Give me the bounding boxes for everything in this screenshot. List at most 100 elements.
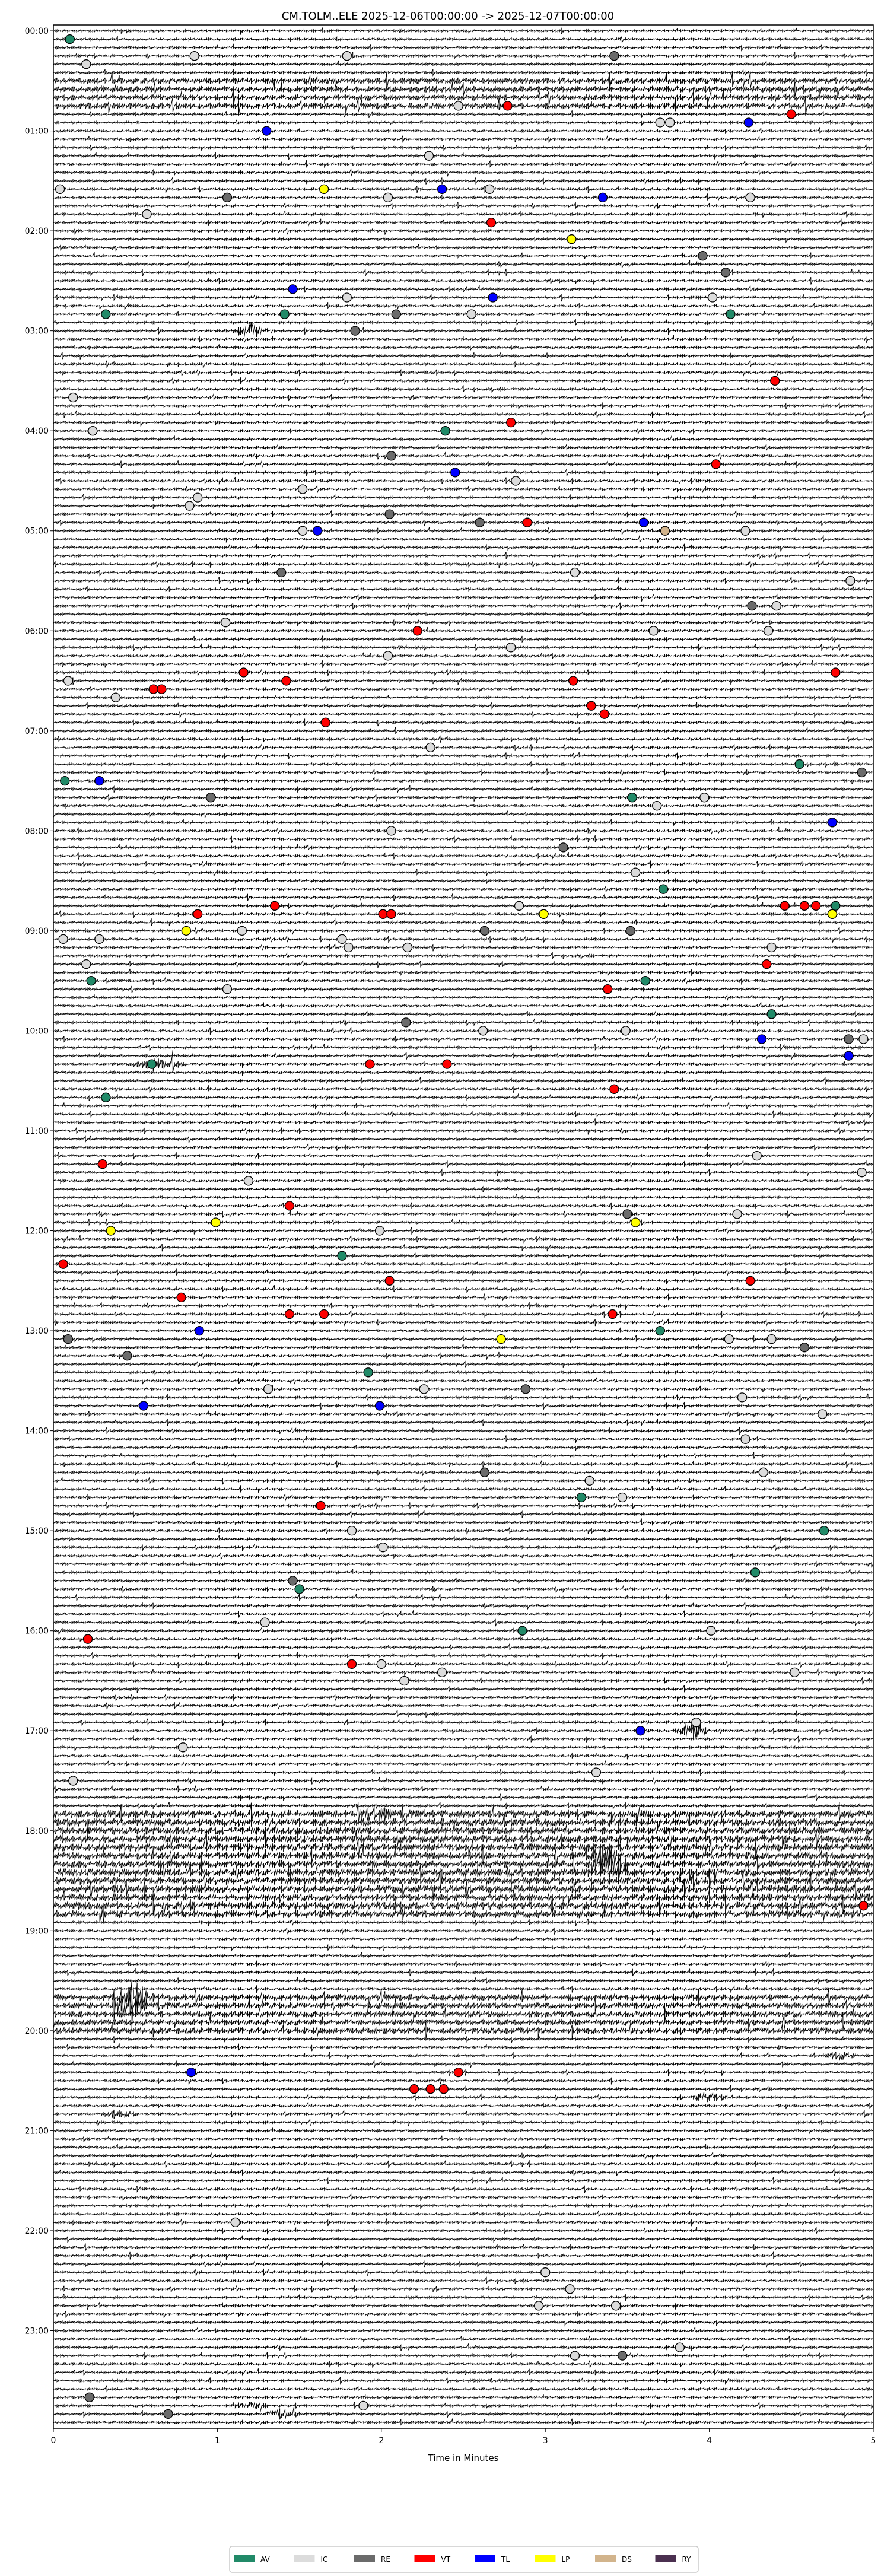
trace-row-24 (53, 227, 874, 235)
event-marker-vt (762, 959, 772, 969)
trace-row-130 (53, 1109, 874, 1118)
trace-row-218 (53, 1835, 874, 1859)
trace-row-21 (53, 202, 874, 210)
event-marker-ic (81, 959, 91, 969)
event-marker-ic (818, 1409, 828, 1419)
trace-row-104 (53, 893, 874, 902)
trace-row-77 (53, 669, 874, 676)
trace-row-93 (53, 802, 874, 809)
event-marker-ic (342, 51, 352, 61)
event-marker-ic (383, 192, 393, 203)
trace-row-71 (53, 619, 874, 627)
event-marker-vt (608, 1309, 618, 1319)
trace-row-74 (53, 643, 874, 652)
legend-label: AV (260, 2555, 270, 2564)
trace-row-207 (53, 1752, 874, 1760)
event-marker-vt (442, 1059, 452, 1069)
event-marker-tl (450, 468, 460, 478)
event-marker-ic (740, 1434, 750, 1444)
event-marker-ic (648, 626, 659, 636)
trace-row-49 (53, 435, 874, 442)
trace-row-167 (53, 1418, 874, 1427)
event-marker-tl (186, 2067, 196, 2078)
event-marker-ic (514, 901, 524, 911)
trace-row-76 (53, 660, 874, 669)
trace-row-142 (53, 1210, 874, 1219)
x-axis-label: Time in Minutes (428, 2453, 499, 2463)
trace-row-249 (53, 2101, 874, 2110)
event-marker-vt (609, 1084, 619, 1094)
trace-row-98 (53, 844, 874, 851)
trace-row-107 (53, 918, 874, 926)
event-marker-vt (711, 459, 721, 469)
event-marker-ic (610, 2301, 621, 2311)
trace-row-180 (53, 1526, 874, 1535)
trace-row-140 (53, 1194, 874, 1200)
event-marker-lp (827, 909, 838, 919)
event-marker-av (337, 1251, 347, 1261)
event-marker-tl (288, 284, 298, 294)
event-marker-ic (845, 575, 855, 586)
trace-row-163 (53, 1385, 874, 1392)
event-marker-lp (319, 184, 329, 195)
trace-row-285 (53, 2401, 874, 2413)
event-marker-ic (652, 801, 662, 811)
trace-row-58 (53, 510, 874, 518)
event-marker-vt (599, 709, 609, 719)
event-marker-ic (425, 742, 435, 753)
event-marker-vt (319, 1309, 329, 1319)
trace-row-202 (53, 1710, 874, 1718)
trace-row-260 (53, 2193, 874, 2202)
event-marker-ic (386, 826, 396, 836)
event-marker-ic (260, 1617, 270, 1627)
trace-row-278 (53, 2343, 874, 2352)
y-tick-label: 05:00 (25, 527, 49, 536)
trace-row-256 (53, 2160, 874, 2168)
trace-row-222 (53, 1868, 874, 1892)
event-marker-ic (771, 600, 782, 611)
trace-row-266 (53, 2243, 874, 2251)
trace-row-69 (53, 602, 874, 610)
trace-row-162 (53, 1377, 874, 1385)
trace-row-244 (53, 2060, 874, 2068)
trace-row-116 (53, 994, 874, 1002)
trace-row-112 (53, 960, 874, 968)
event-marker-tl (844, 1051, 854, 1061)
event-marker-tl (597, 192, 608, 203)
trace-row-195 (53, 1652, 874, 1660)
legend-swatch-ds (595, 2555, 616, 2562)
event-marker-vt (82, 1634, 93, 1644)
y-tick-label: 02:00 (25, 227, 49, 236)
event-marker-av (440, 426, 450, 436)
event-marker-ic (185, 501, 195, 511)
event-marker-ic (344, 942, 354, 953)
trace-row-210 (53, 1776, 874, 1785)
event-marker-vt (780, 901, 790, 911)
y-tick-label: 09:00 (25, 927, 49, 936)
trace-row-225 (53, 1893, 874, 1917)
y-tick-label: 17:00 (25, 1726, 49, 1736)
trace-row-242 (53, 2043, 874, 2052)
legend-label: RE (381, 2555, 390, 2564)
event-marker-re (747, 600, 757, 611)
trace-row-205 (53, 1735, 874, 1743)
event-marker-vt (58, 1259, 68, 1269)
event-marker-av (819, 1525, 829, 1536)
y-tick-label: 01:00 (25, 127, 49, 136)
trace-row-282 (53, 2377, 874, 2385)
event-marker-lp (631, 1217, 641, 1227)
trace-row-154 (53, 1310, 874, 1318)
event-marker-re (222, 192, 233, 203)
trace-row-128 (53, 1093, 874, 1102)
event-marker-vt (453, 2067, 463, 2078)
event-marker-vt (603, 984, 613, 994)
trace-row-223 (53, 1877, 874, 1901)
event-marker-av (86, 976, 96, 986)
trace-row-214 (53, 1802, 874, 1827)
event-marker-ic (737, 1392, 748, 1403)
trace-row-124 (53, 1050, 874, 1073)
event-marker-ic (237, 926, 247, 936)
event-marker-tl (827, 818, 838, 828)
trace-row-133 (53, 1135, 874, 1143)
